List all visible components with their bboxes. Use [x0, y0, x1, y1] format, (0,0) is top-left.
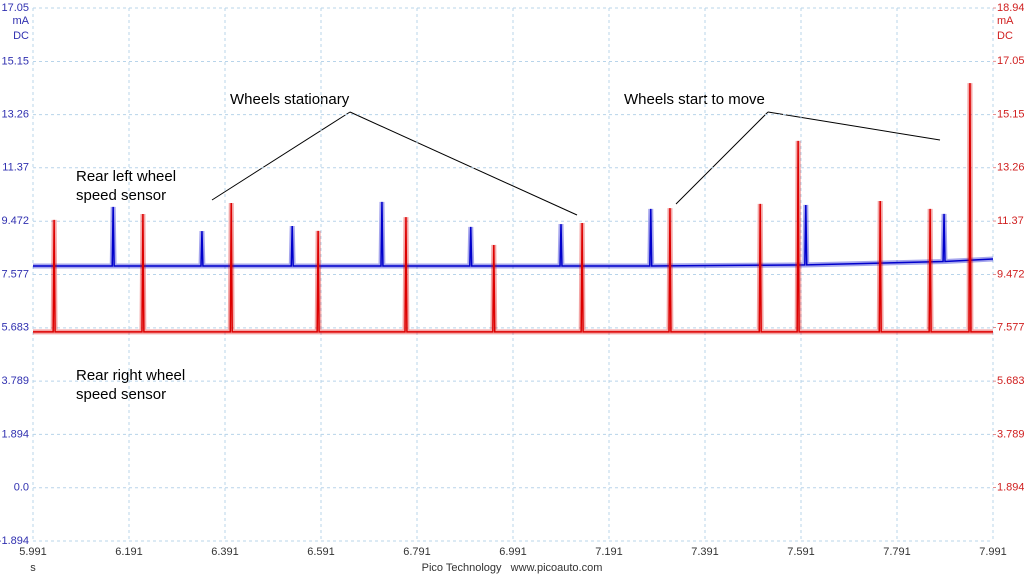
y-tick-label: 13.26 [1, 109, 29, 121]
y-unit: DC [13, 30, 29, 42]
y-tick-label: 5.683 [1, 322, 29, 334]
footer: Pico Technology www.picoauto.com [422, 562, 603, 574]
x-tick-label: 7.391 [691, 546, 719, 558]
y-tick-label: -1.894 [0, 535, 29, 547]
y2-tick-label: 7.577 [997, 322, 1024, 334]
x-tick-label: 6.391 [211, 546, 239, 558]
y2-tick-label: 11.37 [997, 215, 1024, 227]
y-tick-label: 11.37 [2, 162, 29, 174]
y2-tick-label: 3.789 [997, 428, 1024, 440]
y2-unit: mA [997, 15, 1014, 27]
pointer-line [675, 111, 769, 205]
trace [33, 201, 994, 267]
y-tick-label: 3.789 [1, 375, 29, 387]
x-axis-label: s [30, 562, 36, 574]
pointer-line [349, 111, 578, 216]
y2-tick-label: 17.05 [997, 55, 1024, 67]
pointer-line [211, 111, 351, 201]
x-tick-label: 5.991 [19, 546, 47, 558]
y-tick-label: 7.577 [1, 268, 29, 280]
y2-unit: DC [997, 30, 1013, 42]
y-tick-label: 17.05 [1, 2, 29, 14]
y2-tick-label: 5.683 [997, 375, 1024, 387]
x-tick-label: 6.791 [403, 546, 431, 558]
y-tick-label: 15.15 [1, 55, 29, 67]
annotation: Wheels start to move [624, 91, 765, 108]
x-tick-label: 6.991 [499, 546, 527, 558]
x-tick-label: 6.191 [115, 546, 143, 558]
x-tick-label: 7.591 [787, 546, 815, 558]
annotation: speed sensor [76, 386, 166, 403]
trace [33, 83, 993, 333]
y2-tick-label: 9.472 [997, 268, 1024, 280]
y-unit: mA [13, 15, 30, 27]
x-tick-label: 7.791 [883, 546, 911, 558]
x-tick-label: 6.591 [307, 546, 335, 558]
annotation: Rear right wheel [76, 367, 185, 384]
annotation: Wheels stationary [230, 91, 350, 108]
x-tick-label: 7.991 [979, 546, 1007, 558]
trace-band [33, 201, 994, 269]
y-tick-label: 0.0 [14, 482, 29, 494]
annotation: speed sensor [76, 187, 166, 204]
trace-band [33, 83, 993, 335]
pointer-lines [211, 111, 941, 216]
y2-tick-label: 13.26 [997, 162, 1024, 174]
pointer-line [767, 111, 941, 141]
y2-tick-label: 18.94 [997, 2, 1024, 14]
annotation: Rear left wheel [76, 168, 176, 185]
y2-tick-label: 15.15 [997, 109, 1024, 121]
y-tick-label: 1.894 [1, 428, 29, 440]
x-tick-label: 7.191 [595, 546, 623, 558]
y-tick-label: 9.472 [1, 215, 29, 227]
y2-tick-label: 1.894 [997, 482, 1024, 494]
